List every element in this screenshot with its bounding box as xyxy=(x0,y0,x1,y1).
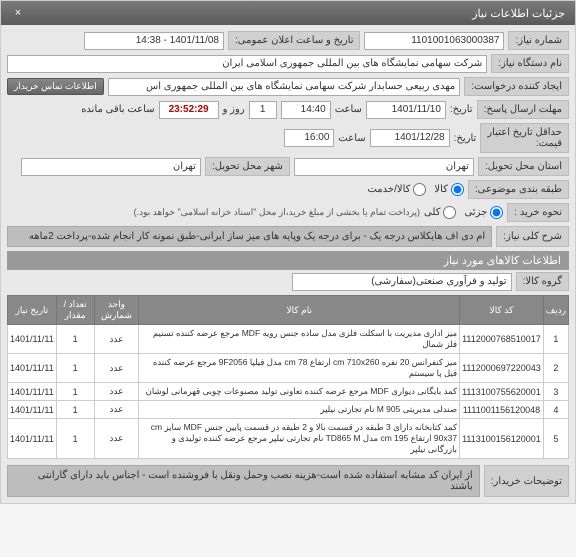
cell-name: میز اداری مدیریت با اسکلت فلزی مدل ساده … xyxy=(139,325,460,354)
buy-method-radio-group: جزئی کلی xyxy=(424,206,503,219)
date-sublabel: تاریخ: xyxy=(450,104,473,115)
buyer-notes-label: توضیحات خریدار: xyxy=(484,465,569,497)
remaining-days: 1 xyxy=(249,101,277,119)
validity-date: 1401/12/28 xyxy=(370,129,450,147)
cell-name: کمد بایگانی دیواری MDF مرجع عرضه کننده ت… xyxy=(139,383,460,401)
remain-days-label: روز و xyxy=(223,104,245,115)
cell-n: 2 xyxy=(543,354,568,383)
creator-value: مهدی ربیعی حسابدار شرکت سهامی نمایشگاه ه… xyxy=(108,78,461,96)
need-number-value: 1101001063000387 xyxy=(364,32,504,50)
time-sublabel: ساعت xyxy=(335,104,362,115)
col-qty: تعداد / مقدار xyxy=(56,296,94,325)
service-radio[interactable]: کالا/خدمت xyxy=(367,183,426,196)
cell-qty: 1 xyxy=(56,401,94,419)
cell-n: 4 xyxy=(543,401,568,419)
items-section-title: اطلاعات کالاهای مورد نیاز xyxy=(7,251,569,270)
table-row: 11112000768510017میز اداری مدیریت با اسک… xyxy=(8,325,569,354)
time-sublabel2: ساعت xyxy=(338,133,365,144)
close-icon[interactable]: × xyxy=(11,6,25,20)
cell-qty: 1 xyxy=(56,354,94,383)
cell-code: 1112000768510017 xyxy=(460,325,544,354)
cell-date: 1401/11/11 xyxy=(8,383,57,401)
cell-qty: 1 xyxy=(56,383,94,401)
cell-code: 1113100156120001 xyxy=(460,419,544,459)
payment-note: (پرداخت تمام یا بخشی از مبلغ خرید،از محل… xyxy=(134,207,420,218)
date-sublabel2: تاریخ: xyxy=(454,133,477,144)
org-value: شرکت سهامی نمایشگاه های بین المللی جمهور… xyxy=(7,55,487,73)
cell-unit: عدد xyxy=(94,383,139,401)
table-row: 41111001156120048صندلی مدیریتی M 905 نام… xyxy=(8,401,569,419)
cell-unit: عدد xyxy=(94,419,139,459)
state-label: استان محل تحویل: xyxy=(478,157,569,176)
buy-method-label: نحوه خرید : xyxy=(507,203,569,222)
remain-suffix: ساعت باقی مانده xyxy=(81,104,154,115)
cell-qty: 1 xyxy=(56,325,94,354)
panel-header: جزئیات اطلاعات نیاز × xyxy=(1,1,575,25)
need-number-label: شماره نیاز: xyxy=(508,31,569,50)
col-code: کد کالا xyxy=(460,296,544,325)
cell-date: 1401/11/11 xyxy=(8,419,57,459)
summary-value: ام دی اف هایکلاس درجه یک - برای درجه یک … xyxy=(7,226,492,247)
col-row: ردیف xyxy=(543,296,568,325)
cell-name: صندلی مدیریتی M 905 نام تجارتی نیلپر xyxy=(139,401,460,419)
group-value: تولید و فرآوری صنعتی(سفارشی) xyxy=(292,273,512,291)
items-table: ردیف کد کالا نام کالا واحد شمارش تعداد /… xyxy=(7,295,569,459)
cell-name: کمد کتابخانه دارای 3 طبقه در قسمت بالا و… xyxy=(139,419,460,459)
buyer-contact-button[interactable]: اطلاعات تماس خریدار xyxy=(7,78,104,95)
cell-code: 1112000697220043 xyxy=(460,354,544,383)
deadline-time: 14:40 xyxy=(281,101,331,119)
col-unit: واحد شمارش xyxy=(94,296,139,325)
cell-n: 3 xyxy=(543,383,568,401)
cell-unit: عدد xyxy=(94,325,139,354)
col-name: نام کالا xyxy=(139,296,460,325)
org-label: نام دستگاه نیاز: xyxy=(491,54,569,73)
cell-date: 1401/11/11 xyxy=(8,354,57,383)
announce-label: تاریخ و ساعت اعلان عمومی: xyxy=(228,31,361,50)
city-value: تهران xyxy=(21,158,201,176)
topic-radio-group: کالا کالا/خدمت xyxy=(367,183,463,196)
group-label: گروه کالا: xyxy=(516,272,569,291)
panel-body: شماره نیاز: 1101001063000387 تاریخ و ساع… xyxy=(1,25,575,503)
panel-title: جزئیات اطلاعات نیاز xyxy=(472,7,565,20)
cell-code: 1111001156120048 xyxy=(460,401,544,419)
remaining-time: 23:52:29 xyxy=(159,101,219,119)
col-date: تاریخ نیاز xyxy=(8,296,57,325)
cell-unit: عدد xyxy=(94,354,139,383)
cell-n: 5 xyxy=(543,419,568,459)
cell-date: 1401/11/11 xyxy=(8,401,57,419)
city-label: شهر محل تحویل: xyxy=(205,157,290,176)
validity-label: حداقل تاریخ اعتبار قیمت: xyxy=(480,123,569,153)
total-radio[interactable]: کلی xyxy=(424,206,456,219)
deadline-date: 1401/11/10 xyxy=(366,101,446,119)
creator-label: ایجاد کننده درخواست: xyxy=(464,77,569,96)
state-value: تهران xyxy=(294,158,474,176)
cell-n: 1 xyxy=(543,325,568,354)
announce-value: 1401/11/08 - 14:38 xyxy=(84,32,224,50)
cell-name: میز کنفرانس 20 نفره cm 710x260 ارتفاع cm… xyxy=(139,354,460,383)
goods-radio[interactable]: کالا xyxy=(434,183,464,196)
table-row: 31113100755620001کمد بایگانی دیواری MDF … xyxy=(8,383,569,401)
validity-time: 16:00 xyxy=(284,129,334,147)
topic-class-label: طبقه بندی موضوعی: xyxy=(468,180,569,199)
table-row: 21112000697220043میز کنفرانس 20 نفره cm … xyxy=(8,354,569,383)
summary-label: شرح کلی نیاز: xyxy=(496,226,569,247)
cell-qty: 1 xyxy=(56,419,94,459)
main-panel: جزئیات اطلاعات نیاز × شماره نیاز: 110100… xyxy=(0,0,576,504)
buyer-notes-value: از ایران کد مشابه استفاده شده است-هزینه … xyxy=(7,465,480,497)
partial-radio[interactable]: جزئی xyxy=(464,206,503,219)
cell-date: 1401/11/11 xyxy=(8,325,57,354)
cell-code: 1113100755620001 xyxy=(460,383,544,401)
deadline-label: مهلت ارسال پاسخ: xyxy=(477,100,569,119)
table-row: 51113100156120001کمد کتابخانه دارای 3 طب… xyxy=(8,419,569,459)
cell-unit: عدد xyxy=(94,401,139,419)
